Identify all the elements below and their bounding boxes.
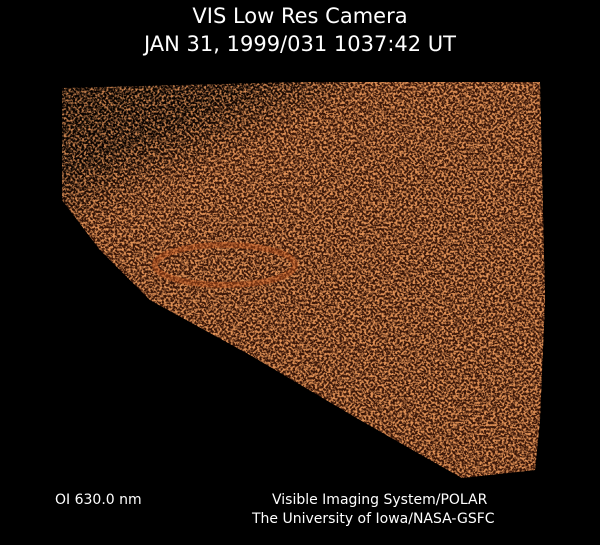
filter-wavelength-label: OI 630.0 nm <box>55 492 142 508</box>
auroral-oval-arc <box>152 242 298 288</box>
image-timestamp: JAN 31, 1999/031 1037:42 UT <box>143 32 457 56</box>
image-title: VIS Low Res Camera <box>192 4 408 28</box>
credit-line-1: Visible Imaging System/POLAR <box>272 492 488 508</box>
credit-line-2: The University of Iowa/NASA-GSFC <box>252 511 495 527</box>
